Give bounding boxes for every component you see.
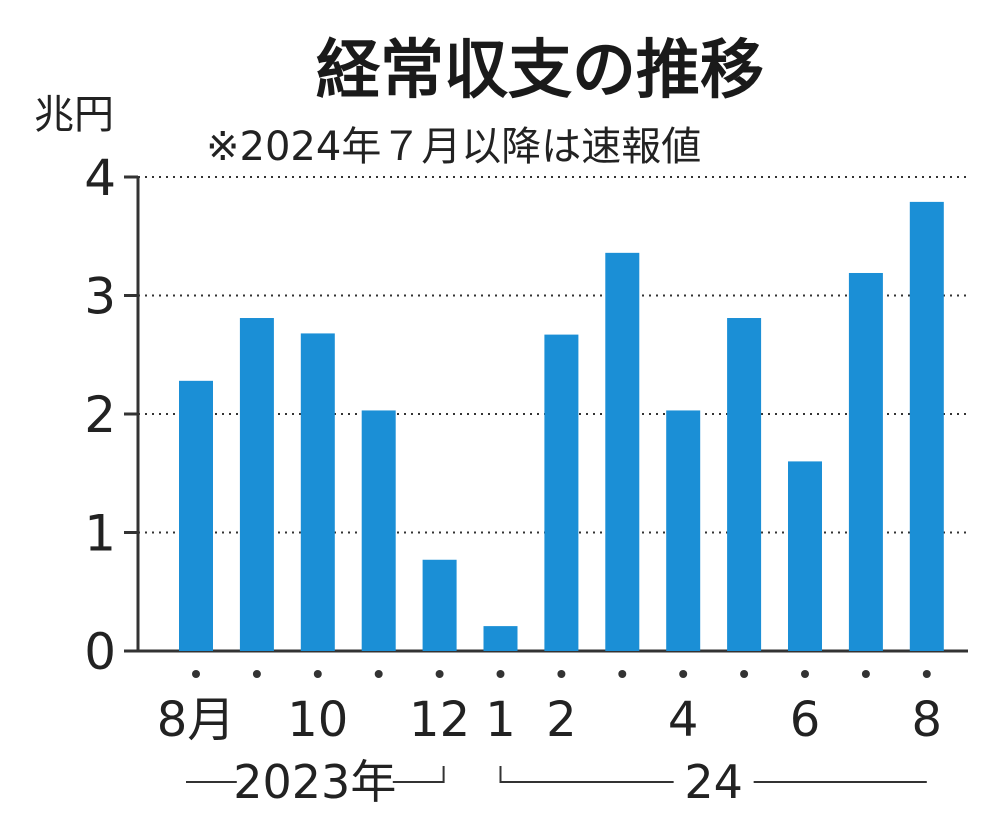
bar-2024-07: [848, 272, 883, 651]
x-tick-label-2024-04: 4: [668, 692, 699, 748]
bar-2023-10: [300, 333, 335, 651]
bar-2024-01: [483, 626, 518, 651]
bars: [179, 201, 944, 651]
x-tick-dot-2024-04: [679, 670, 688, 678]
x-tick-dot-2023-10: [313, 670, 322, 678]
x-tick-label-2024-06: 6: [790, 692, 821, 748]
bar-2024-08: [909, 201, 944, 651]
chart-title: 経常収支の推移: [316, 34, 764, 108]
x-axis-ticks: 8月 10 12 1 2 4 6 8: [157, 670, 942, 748]
y-axis-unit: 兆円: [34, 92, 114, 138]
y-tick-label-3: 3: [84, 268, 116, 326]
x-tick-dot-2023-08: [192, 670, 200, 678]
bar-2024-02: [544, 334, 579, 651]
x-tick-dot-2024-02: [557, 670, 566, 678]
bar-2024-05: [727, 318, 762, 651]
x-tick-dot-2024-07: [861, 670, 870, 678]
x-tick-dot-2023-09: [252, 670, 261, 678]
year-line-2024-left: [499, 766, 674, 783]
bar-2023-11: [361, 410, 396, 651]
bar-2023-08: [179, 380, 213, 651]
y-tick-label-2: 2: [84, 386, 116, 444]
bar-2024-03: [605, 252, 640, 651]
x-tick-dot-2023-11: [374, 670, 383, 678]
x-tick-label-2023-08: 8月: [157, 692, 236, 748]
x-tick-dot-2024-01: [496, 670, 505, 678]
x-tick-label-2024-01: 1: [485, 692, 516, 748]
x-tick-dot-2024-05: [740, 670, 749, 678]
x-tick-dot-2024-03: [618, 670, 627, 678]
x-tick-dot-2023-12: [435, 670, 444, 678]
year-label-2024: 24: [684, 755, 743, 809]
bar-2024-06: [788, 461, 822, 651]
y-tick-label-0: 0: [84, 623, 116, 681]
x-tick-label-2023-10: 10: [287, 692, 348, 748]
y-tick-label-4: 4: [84, 149, 116, 207]
bar-2024-04: [666, 410, 701, 651]
x-tick-label-2023-12: 12: [409, 692, 470, 748]
year-label-2023: 2023年: [233, 755, 396, 809]
y-tick-label-1: 1: [84, 505, 116, 563]
x-tick-label-2024-08: 8: [912, 692, 943, 748]
bar-2023-12: [422, 559, 457, 651]
x-tick-dot-2024-06: [801, 670, 809, 678]
x-tick-label-2024-02: 2: [546, 692, 577, 748]
x-tick-dot-2024-08: [922, 670, 931, 678]
bar-2023-09: [239, 318, 274, 651]
year-line-2023-right: [392, 766, 445, 783]
year-groups: 2023年 24: [186, 755, 927, 809]
chart-subtitle: ※2024年７月以降は速報値: [206, 124, 701, 170]
y-axis-ticks: 0 1 2 3 4: [84, 149, 138, 681]
